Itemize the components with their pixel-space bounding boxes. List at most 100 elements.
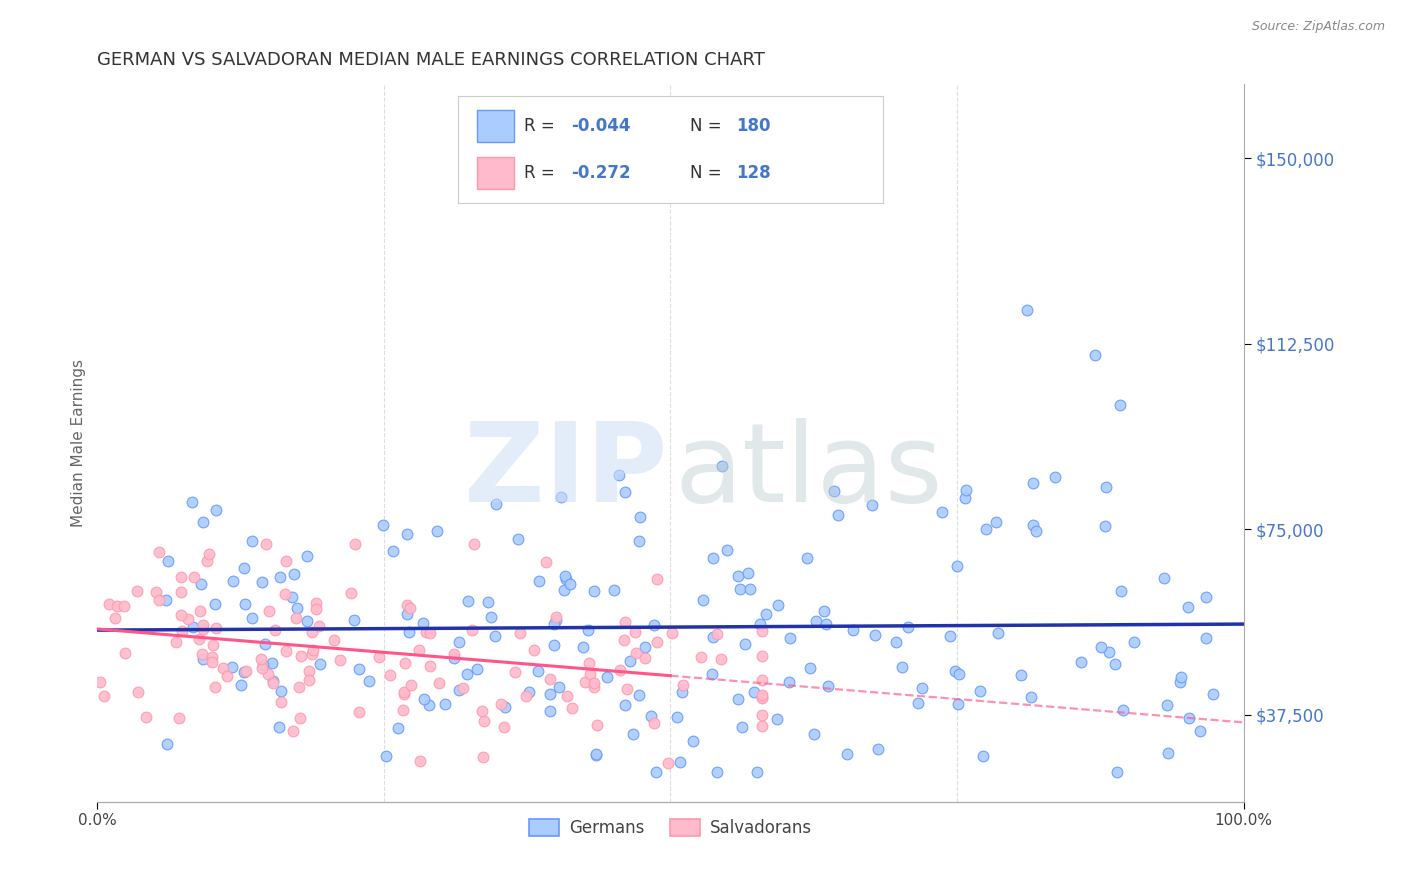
Point (747, 764, 769, 779)
Point (105, 599, 128, 614)
Point (661, 626, 683, 640)
Text: atlas: atlas (673, 418, 942, 525)
Point (204, 681, 226, 695)
Point (730, 582, 752, 597)
Point (269, 720, 291, 734)
Point (276, 554, 298, 568)
Point (232, 561, 254, 575)
Point (710, 459, 733, 474)
Point (112, 599, 135, 614)
Point (860, 499, 883, 513)
Point (427, 676, 450, 690)
Point (645, 635, 668, 649)
Point (738, 582, 761, 596)
Point (823, 483, 845, 498)
Point (371, 517, 394, 532)
Point (529, 574, 551, 589)
Point (190, 576, 212, 591)
Point (948, 667, 970, 681)
Point (538, 704, 561, 718)
Point (340, 585, 363, 599)
Point (270, 695, 292, 709)
Point (398, 625, 420, 640)
Point (621, 726, 644, 740)
Point (765, 713, 787, 727)
Point (614, 698, 637, 712)
Point (972, 748, 994, 763)
Point (624, 625, 647, 640)
Point (939, 629, 962, 643)
Point (465, 662, 488, 676)
Point (751, 707, 773, 722)
Point (489, 697, 512, 711)
Point (305, 596, 328, 610)
Point (751, 673, 773, 688)
Point (396, 607, 419, 622)
Point (1070, 655, 1092, 669)
Point (114, 646, 136, 660)
Point (647, 572, 669, 586)
Point (262, 673, 284, 688)
Point (779, 632, 801, 646)
Point (1157, 746, 1180, 760)
Point (309, 657, 332, 671)
Point (284, 611, 307, 625)
Point (955, 483, 977, 497)
Point (408, 754, 430, 768)
Point (298, 665, 321, 679)
Point (447, 635, 470, 649)
Point (418, 698, 440, 712)
Point (835, 747, 858, 761)
Point (181, 620, 204, 634)
Point (394, 656, 416, 670)
Point (863, 628, 886, 642)
Point (368, 650, 391, 665)
Point (536, 555, 558, 569)
Point (456, 667, 478, 681)
Point (804, 615, 827, 629)
Point (682, 734, 704, 748)
Point (347, 662, 370, 676)
Point (945, 559, 967, 574)
Point (485, 497, 508, 511)
Point (392, 702, 415, 716)
Point (201, 655, 224, 669)
Point (896, 620, 918, 634)
Point (1094, 519, 1116, 533)
Point (1010, 668, 1032, 682)
Point (706, 764, 728, 779)
Point (392, 684, 415, 698)
Point (463, 537, 485, 551)
Point (170, 569, 193, 583)
Point (582, 584, 605, 599)
Point (734, 637, 756, 651)
Point (543, 616, 565, 631)
Y-axis label: Median Male Earnings: Median Male Earnings (72, 359, 86, 527)
Point (170, 608, 193, 623)
Point (710, 652, 733, 666)
Point (1098, 645, 1121, 659)
Point (191, 618, 214, 632)
Point (1170, 670, 1192, 684)
Point (322, 632, 344, 647)
Point (201, 650, 224, 665)
Point (148, 593, 170, 607)
Point (506, 532, 529, 546)
Point (443, 651, 465, 665)
Point (135, 710, 157, 724)
Point (538, 687, 561, 701)
Point (233, 665, 256, 679)
Point (329, 653, 352, 667)
Point (193, 515, 215, 529)
Point (574, 674, 596, 689)
Point (288, 711, 311, 725)
Point (290, 649, 312, 664)
Point (89, 674, 111, 689)
Point (240, 533, 263, 548)
Point (484, 629, 506, 643)
Point (387, 721, 409, 735)
Point (256, 667, 278, 681)
Point (1109, 584, 1132, 599)
Point (127, 685, 149, 699)
Point (301, 624, 323, 639)
